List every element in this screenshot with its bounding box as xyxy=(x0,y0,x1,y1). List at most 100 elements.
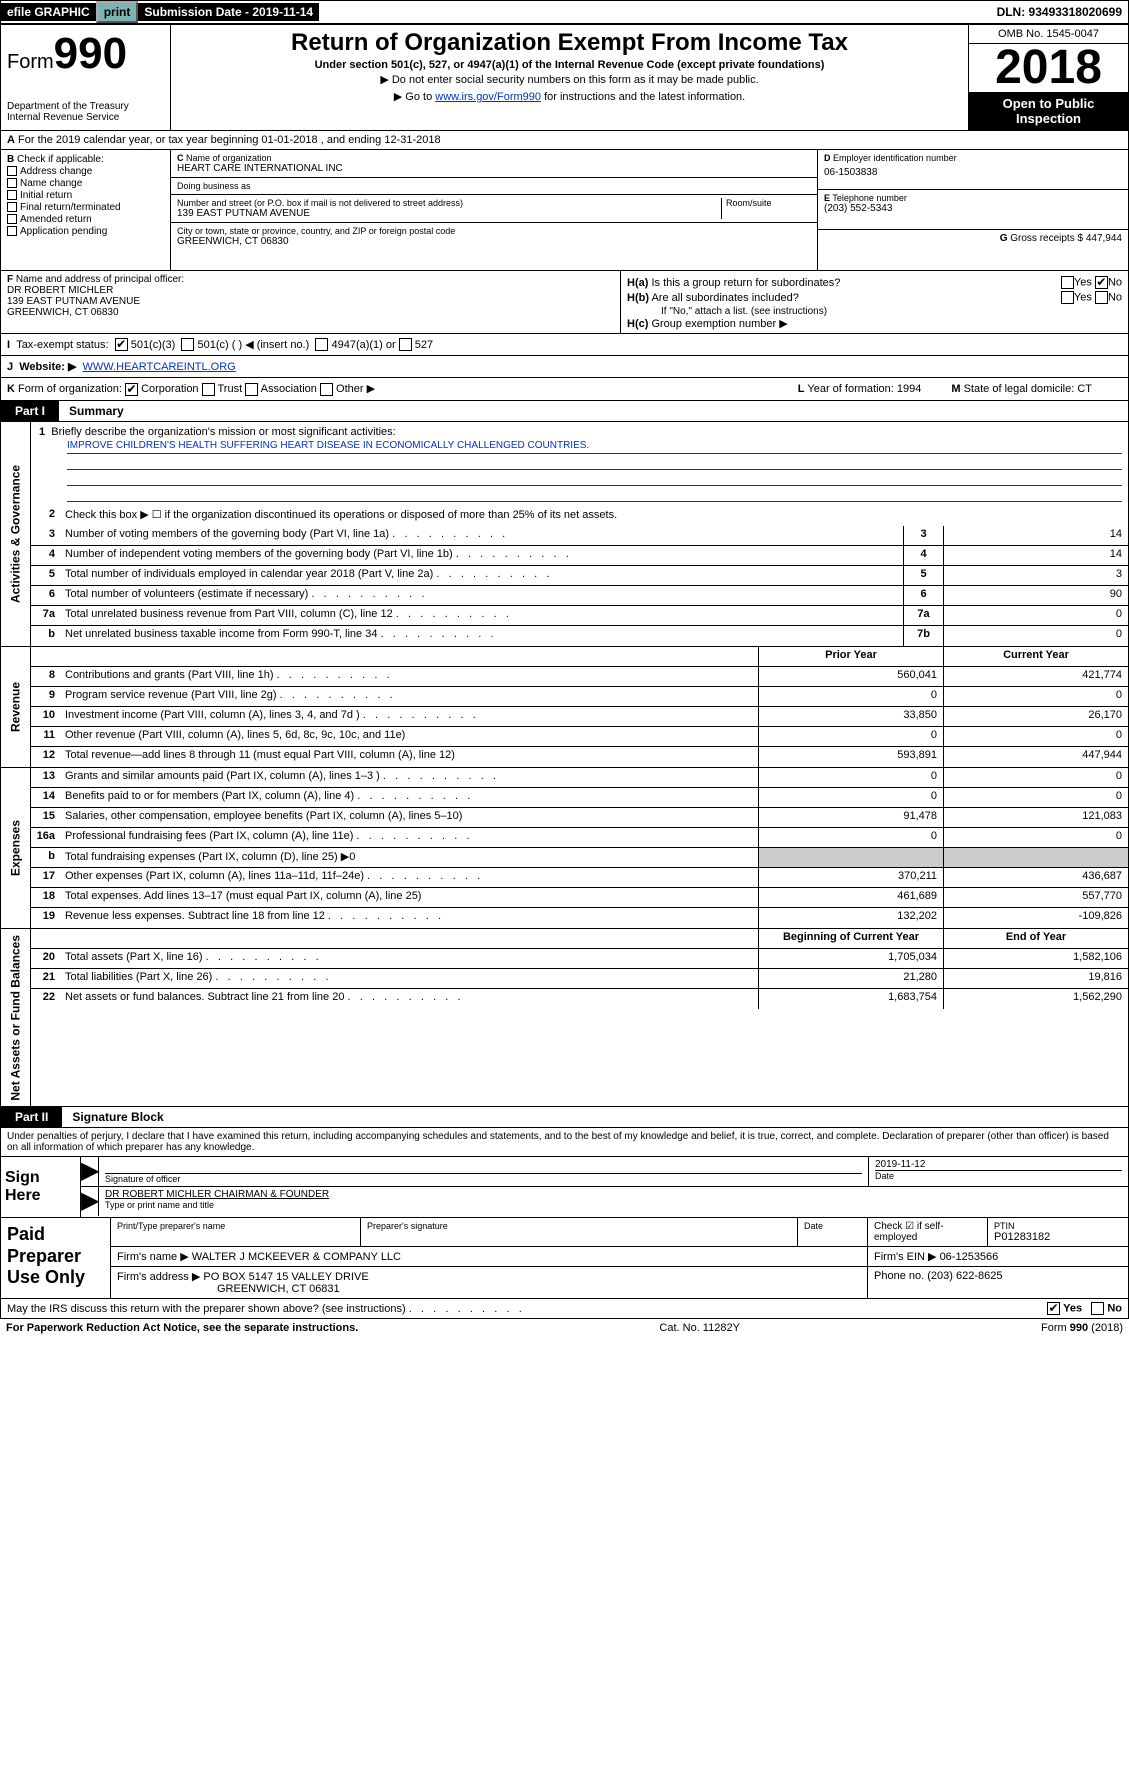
line-10-curr: 26,170 xyxy=(943,707,1128,726)
line-3-val: 14 xyxy=(943,526,1128,545)
line-16a-prior: 0 xyxy=(758,828,943,847)
line-16b-desc: Total fundraising expenses (Part IX, col… xyxy=(61,848,758,867)
hb-no[interactable] xyxy=(1095,291,1108,304)
side-governance: Activities & Governance xyxy=(1,422,31,646)
firm-phone-cell: Phone no. (203) 622-8625 xyxy=(868,1267,1128,1298)
cb-amended-return[interactable]: Amended return xyxy=(7,214,164,225)
k-corp[interactable] xyxy=(125,383,138,396)
i-501c3[interactable] xyxy=(115,338,128,351)
cb-initial-return[interactable]: Initial return xyxy=(7,190,164,201)
form-word: Form xyxy=(7,51,54,73)
line-15-prior: 91,478 xyxy=(758,808,943,827)
tax-year-range: For the 2019 calendar year, or tax year … xyxy=(18,134,441,146)
line-14-prior: 0 xyxy=(758,788,943,807)
tax-year: 2018 xyxy=(969,44,1128,92)
line-10-desc: Investment income (Part VIII, column (A)… xyxy=(61,707,758,726)
side-revenue: Revenue xyxy=(1,647,31,767)
side-net-assets: Net Assets or Fund Balances xyxy=(1,929,31,1107)
line-19-prior: 132,202 xyxy=(758,908,943,928)
col-b-checkboxes: B Check if applicable: Address change Na… xyxy=(1,150,171,270)
cb-application-pending[interactable]: Application pending xyxy=(7,226,164,237)
form-number: 990 xyxy=(54,29,127,78)
line-8-curr: 421,774 xyxy=(943,667,1128,686)
discuss-yes[interactable] xyxy=(1047,1302,1060,1315)
col-c: C Name of organization HEART CARE INTERN… xyxy=(171,150,1128,270)
line-9-curr: 0 xyxy=(943,687,1128,706)
firm-phone: (203) 622-8625 xyxy=(927,1270,1002,1282)
line-17-curr: 436,687 xyxy=(943,868,1128,887)
top-bar: efile GRAPHIC print Submission Date - 20… xyxy=(0,0,1129,24)
line-9-desc: Program service revenue (Part VIII, line… xyxy=(61,687,758,706)
ein-cell: D Employer identification number 06-1503… xyxy=(818,150,1128,190)
line-13-prior: 0 xyxy=(758,768,943,787)
note-ssn: Do not enter social security numbers on … xyxy=(177,71,962,88)
print-button[interactable]: print xyxy=(96,1,139,23)
line-7a-desc: Total unrelated business revenue from Pa… xyxy=(61,606,903,625)
part-ii-header: Part II Signature Block xyxy=(0,1107,1129,1128)
phone-cell: E Telephone number (203) 552-5343 xyxy=(818,190,1128,230)
i-501c[interactable] xyxy=(181,338,194,351)
line-2: Check this box ▶ ☐ if the organization d… xyxy=(61,506,1128,526)
arrow-icon: ▶ xyxy=(81,1157,99,1186)
c-main: C Name of organization HEART CARE INTERN… xyxy=(171,150,818,270)
ptin-value: P01283182 xyxy=(994,1231,1122,1243)
row-j: J Website: ▶ WWW.HEARTCAREINTL.ORG xyxy=(0,356,1129,378)
line-13-desc: Grants and similar amounts paid (Part IX… xyxy=(61,768,758,787)
section-governance: Activities & Governance 1 Briefly descri… xyxy=(0,422,1129,647)
hb-yes[interactable] xyxy=(1061,291,1074,304)
line-6-desc: Total number of volunteers (estimate if … xyxy=(61,586,903,605)
line-19-desc: Revenue less expenses. Subtract line 18 … xyxy=(61,908,758,928)
line-8-prior: 560,041 xyxy=(758,667,943,686)
cb-name-change[interactable]: Name change xyxy=(7,178,164,189)
i-527[interactable] xyxy=(399,338,412,351)
ha-yes[interactable] xyxy=(1061,276,1074,289)
line-4-desc: Number of independent voting members of … xyxy=(61,546,903,565)
cb-address-change[interactable]: Address change xyxy=(7,166,164,177)
cb-final-return[interactable]: Final return/terminated xyxy=(7,202,164,213)
section-net-assets: Net Assets or Fund Balances Beginning of… xyxy=(0,929,1129,1108)
line-3-desc: Number of voting members of the governin… xyxy=(61,526,903,545)
form-header-left: Form990 Department of the Treasury Inter… xyxy=(1,25,171,130)
irs-link[interactable]: www.irs.gov/Form990 xyxy=(435,91,541,103)
hdr-beginning: Beginning of Current Year xyxy=(758,929,943,948)
phone-value: (203) 552-5343 xyxy=(824,203,1122,214)
website-link[interactable]: WWW.HEARTCAREINTL.ORG xyxy=(83,361,236,373)
form-990-label: Form990 xyxy=(7,29,164,79)
self-employed-check[interactable]: Check ☑ if self-employed xyxy=(868,1218,988,1246)
line-11-desc: Other revenue (Part VIII, column (A), li… xyxy=(61,727,758,746)
k-assoc[interactable] xyxy=(245,383,258,396)
line-16a-desc: Professional fundraising fees (Part IX, … xyxy=(61,828,758,847)
hb-note: If "No," attach a list. (see instruction… xyxy=(627,306,1122,317)
line-18-desc: Total expenses. Add lines 13–17 (must eq… xyxy=(61,888,758,907)
hdr-prior-year: Prior Year xyxy=(758,647,943,666)
gross-receipts: 447,944 xyxy=(1086,233,1122,244)
line-1: 1 Briefly describe the organization's mi… xyxy=(31,422,1128,506)
row-i: I Tax-exempt status: 501(c)(3) 501(c) ( … xyxy=(0,334,1129,356)
line-12-curr: 447,944 xyxy=(943,747,1128,767)
k-trust[interactable] xyxy=(202,383,215,396)
row-a: A For the 2019 calendar year, or tax yea… xyxy=(0,131,1129,150)
signature-block: Under penalties of perjury, I declare th… xyxy=(0,1128,1129,1218)
part-ii-title: Signature Block xyxy=(62,1110,163,1124)
col-h: H(a) Is this a group return for subordin… xyxy=(621,271,1128,333)
k-other[interactable] xyxy=(320,383,333,396)
officer-name: DR ROBERT MICHLER xyxy=(7,285,113,296)
discuss-no[interactable] xyxy=(1091,1302,1104,1315)
firm-ein-cell: Firm's EIN ▶ 06-1253566 xyxy=(868,1247,1128,1266)
officer-signature-cell: Signature of officer xyxy=(99,1157,868,1186)
line-20-prior: 1,705,034 xyxy=(758,949,943,968)
org-name-cell: C Name of organization HEART CARE INTERN… xyxy=(171,150,817,178)
line-11-prior: 0 xyxy=(758,727,943,746)
line-9-prior: 0 xyxy=(758,687,943,706)
footer-last: For Paperwork Reduction Act Notice, see … xyxy=(0,1319,1129,1337)
form-subtitle: Under section 501(c), 527, or 4947(a)(1)… xyxy=(177,59,962,71)
ptin-cell: PTINP01283182 xyxy=(988,1218,1128,1246)
note-goto: Go to www.irs.gov/Form990 for instructio… xyxy=(177,88,962,105)
prep-sig-lbl: Preparer's signature xyxy=(367,1221,791,1231)
line-22-prior: 1,683,754 xyxy=(758,989,943,1009)
i-4947[interactable] xyxy=(315,338,328,351)
sign-here-label: Sign Here xyxy=(1,1157,81,1217)
gross-receipts-cell: G Gross receipts $ 447,944 xyxy=(818,230,1128,270)
line-4-val: 14 xyxy=(943,546,1128,565)
ha-no[interactable] xyxy=(1095,276,1108,289)
